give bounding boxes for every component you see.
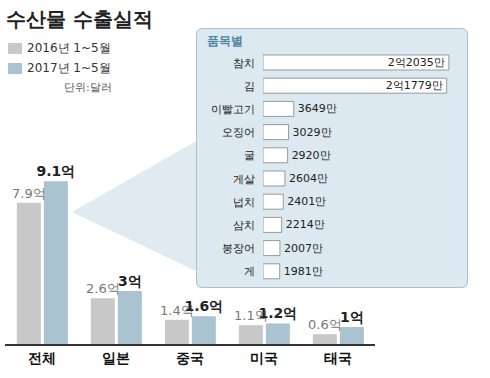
svg-text:1.2억: 1.2억 bbox=[258, 305, 297, 321]
svg-text:김: 김 bbox=[244, 80, 255, 93]
svg-text:게: 게 bbox=[244, 265, 255, 278]
html-text:단위:달러: 단위:달러 bbox=[64, 81, 112, 94]
svg-text:미국: 미국 bbox=[250, 350, 278, 366]
svg-text:2억2035만: 2억2035만 bbox=[388, 56, 445, 69]
svg-text:이빨고기: 이빨고기 bbox=[211, 103, 255, 116]
svg-text:태국: 태국 bbox=[324, 350, 352, 366]
svg-text:2214만: 2214만 bbox=[286, 218, 325, 231]
svg-text:1.4억: 1.4억 bbox=[160, 302, 194, 318]
html-text:2016년 1~5월: 2016년 1~5월 bbox=[27, 41, 111, 55]
svg-text:2억1779만: 2억1779만 bbox=[386, 79, 443, 92]
svg-text:삼치: 삼치 bbox=[233, 219, 255, 232]
svg-text:3649만: 3649만 bbox=[298, 102, 337, 115]
svg-text:참치: 참치 bbox=[233, 57, 255, 70]
html-text:품목별: 품목별 bbox=[207, 34, 243, 48]
svg-text:붕장어: 붕장어 bbox=[222, 242, 255, 255]
svg-text:게살: 게살 bbox=[233, 173, 255, 186]
svg-text:1.1억: 1.1억 bbox=[234, 308, 268, 324]
html-text:2017년 1~5월: 2017년 1~5월 bbox=[27, 61, 111, 75]
svg-text:0.6억: 0.6억 bbox=[308, 317, 342, 332]
svg-text:2604만: 2604만 bbox=[289, 172, 328, 185]
svg-text:2401만: 2401만 bbox=[287, 195, 326, 208]
svg-text:오징어: 오징어 bbox=[222, 126, 255, 139]
svg-text:1981만: 1981만 bbox=[284, 265, 323, 278]
svg-text:3억: 3억 bbox=[118, 273, 142, 289]
svg-text:3029만: 3029만 bbox=[293, 126, 332, 139]
svg-text:일본: 일본 bbox=[102, 350, 130, 366]
svg-text:넙치: 넙치 bbox=[233, 196, 255, 209]
svg-text:2920만: 2920만 bbox=[292, 149, 331, 162]
svg-text:2.6억: 2.6억 bbox=[86, 281, 120, 296]
svg-text:1.6억: 1.6억 bbox=[184, 298, 223, 314]
svg-text:2007만: 2007만 bbox=[284, 242, 323, 255]
html-text:수산물 수출실적: 수산물 수출실적 bbox=[6, 7, 153, 31]
svg-text:전체: 전체 bbox=[28, 350, 56, 366]
svg-text:7.9억: 7.9억 bbox=[12, 186, 46, 201]
svg-text:9.1억: 9.1억 bbox=[36, 163, 75, 179]
svg-text:중국: 중국 bbox=[176, 350, 204, 366]
svg-text:굴: 굴 bbox=[244, 149, 255, 162]
svg-text:1억: 1억 bbox=[340, 309, 364, 325]
